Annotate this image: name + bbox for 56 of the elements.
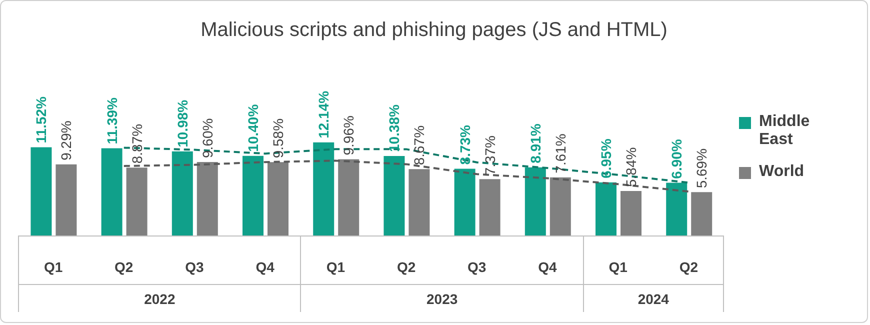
bar xyxy=(242,156,264,236)
text: 2023 xyxy=(426,291,459,307)
data-label: 12.14% xyxy=(316,90,332,138)
x-tick-label: Q1 xyxy=(44,258,63,275)
bar xyxy=(30,147,52,236)
bar xyxy=(126,168,148,236)
bar xyxy=(479,179,500,236)
data-label: 10.38% xyxy=(386,104,402,152)
legend-label: World xyxy=(759,163,806,181)
data-label: 7.37% xyxy=(482,135,498,176)
bar xyxy=(596,182,617,236)
x-tick-label: Q1 xyxy=(326,258,346,275)
bar xyxy=(666,182,688,236)
data-label: 11.52% xyxy=(33,96,50,144)
bar xyxy=(268,162,289,236)
data-label: 8.91% xyxy=(527,123,544,164)
chart-title: Malicious scripts and phishing pages (JS and HTML) xyxy=(200,19,668,42)
data-label: 5.84% xyxy=(623,147,640,187)
bar xyxy=(101,148,122,236)
bar xyxy=(408,169,430,236)
text: 2024 xyxy=(636,291,670,307)
bar xyxy=(313,142,334,236)
bar xyxy=(620,190,642,236)
data-label: 7.61% xyxy=(552,134,568,174)
bar xyxy=(384,156,405,236)
x-tick-label: Q3 xyxy=(185,258,204,275)
bar xyxy=(524,167,546,236)
legend-label: Middle East xyxy=(759,113,811,149)
bar xyxy=(56,164,77,236)
data-label: 5.69% xyxy=(694,148,710,188)
data-label: 8.67% xyxy=(411,125,428,166)
text: 2022 xyxy=(143,291,176,307)
bar xyxy=(550,177,571,236)
data-label: 6.95% xyxy=(598,138,614,178)
data-label: 10.98% xyxy=(174,99,190,148)
data-label: 8.73% xyxy=(456,124,473,165)
x-tick-label: Q4 xyxy=(256,258,275,275)
x-tick-label: Q3 xyxy=(468,258,486,275)
data-label: 11.39% xyxy=(104,96,120,144)
bar xyxy=(691,192,712,236)
data-label: 9.60% xyxy=(199,118,216,158)
data-label: 8.87% xyxy=(128,124,145,164)
x-tick-label: Q2 xyxy=(679,258,698,275)
data-label: 10.40% xyxy=(245,104,262,152)
x-tick-label: Q2 xyxy=(396,258,416,275)
bar xyxy=(196,162,218,236)
data-label: 9.58% xyxy=(270,118,286,158)
bar xyxy=(172,151,193,236)
x-tick-label: Q1 xyxy=(608,258,628,275)
bar xyxy=(454,168,476,236)
data-label: 9.96% xyxy=(340,116,357,156)
x-tick-label: Q4 xyxy=(538,258,558,275)
data-label: 9.29% xyxy=(58,120,74,160)
x-tick-label: Q2 xyxy=(114,258,134,275)
bar xyxy=(338,159,360,236)
data-label: 6.90% xyxy=(668,138,685,179)
